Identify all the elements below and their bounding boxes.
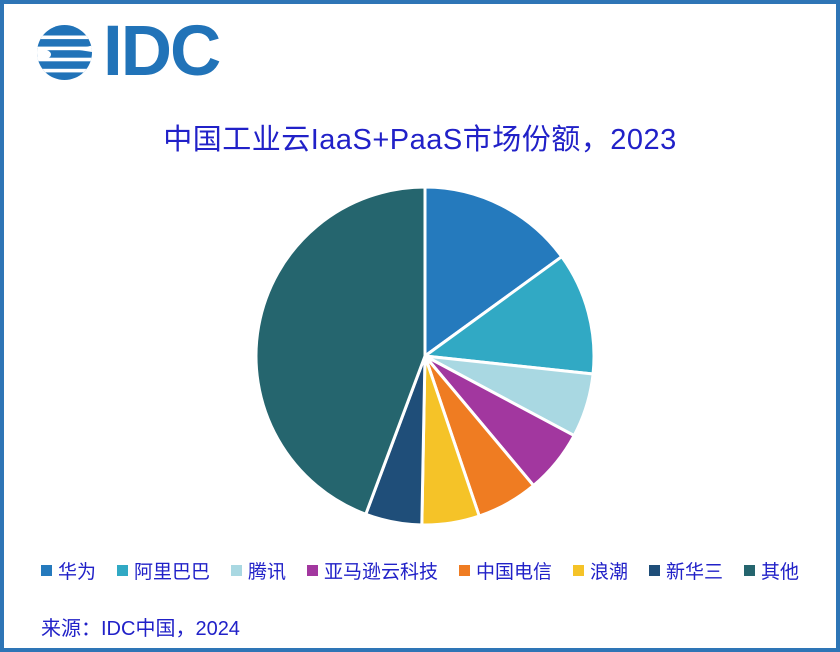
legend-item-6: 浪潮	[573, 557, 628, 584]
legend-item-7: 新华三	[649, 557, 723, 584]
source-note: 来源：IDC中国，2024	[41, 618, 240, 640]
legend-swatch-icon	[744, 565, 756, 576]
legend-swatch-icon	[573, 565, 585, 576]
legend-label: 亚马逊云科技	[323, 562, 438, 583]
pie-chart	[254, 185, 596, 527]
chart-title: 中国工业云IaaS+PaaS市场份额，2023	[163, 124, 677, 156]
legend-label: 华为	[57, 562, 96, 583]
legend-label: 中国电信	[476, 562, 553, 583]
pie-slice-1	[423, 185, 564, 358]
legend-item-4: 亚马逊云科技	[306, 557, 438, 584]
legend-label: 浪潮	[590, 562, 629, 583]
legend-swatch-icon	[306, 565, 318, 576]
legend-swatch-icon	[116, 565, 128, 576]
legend-swatch-icon	[40, 565, 52, 576]
legend-item-8: 其他	[744, 557, 799, 584]
pie-slice-2	[423, 255, 596, 376]
legend-label: 其他	[761, 562, 800, 583]
pie-slice-8	[254, 185, 427, 516]
legend-label: 新华三	[666, 562, 724, 583]
legend-swatch-icon	[230, 565, 242, 576]
legend-label: 腾讯	[247, 562, 286, 583]
legend-label: 阿里巴巴	[133, 562, 210, 583]
legend-item-3: 腾讯	[230, 557, 286, 584]
chart-legend: 华为 阿里巴巴 腾讯 亚马逊云科技 中国电信 浪潮 新华三 其他	[4, 557, 836, 584]
idc-globe-icon	[37, 24, 92, 80]
legend-item-2: 阿里巴巴	[116, 557, 210, 584]
legend-swatch-icon	[459, 565, 470, 576]
idc-logo-text: IDC	[103, 12, 221, 91]
legend-item-5: 中国电信	[459, 557, 552, 584]
legend-swatch-icon	[649, 565, 661, 576]
legend-item-1: 华为	[40, 557, 96, 584]
idc-logo: IDC	[37, 12, 221, 91]
